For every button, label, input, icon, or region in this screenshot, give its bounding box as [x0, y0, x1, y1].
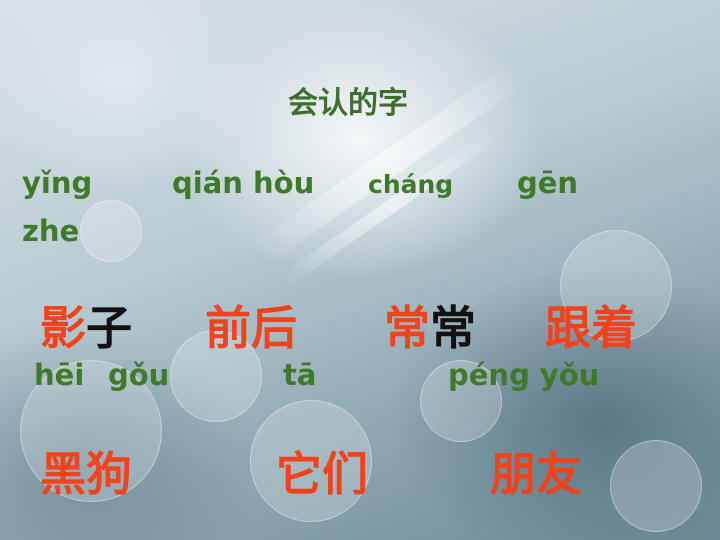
bokeh-circle [560, 230, 672, 342]
bokeh-circle [420, 360, 502, 442]
word-yingzi-black: 子 [86, 301, 132, 355]
word-genzhe: 跟着 [545, 301, 637, 355]
bokeh-circle [80, 200, 142, 262]
pinyin-gen: gēn [517, 166, 579, 200]
page-title: 会认的字 [288, 86, 408, 121]
pinyin-ying: yǐng [22, 166, 93, 200]
pinyin-qian-hou: qián hòu [172, 166, 315, 200]
bokeh-circle [20, 360, 162, 502]
word-changchang-red: 常 [384, 301, 430, 355]
word-heigou: 黑狗 [40, 447, 132, 501]
pinyin-ta: tā [283, 358, 317, 392]
word-changchang-black: 常 [430, 301, 476, 355]
word-tamen: 它们 [276, 447, 368, 501]
bokeh-circle [250, 400, 372, 522]
pinyin-gou: gǒu [108, 358, 170, 392]
pinyin-hei: hēi [34, 358, 85, 392]
word-pengyou: 朋友 [490, 447, 582, 501]
word-yingzi-red: 影 [40, 301, 86, 355]
bokeh-circle [170, 330, 262, 422]
pinyin-chang: cháng [368, 170, 454, 199]
pinyin-peng-you: péng yǒu [448, 358, 600, 392]
word-changchang: 常常 [384, 292, 476, 358]
word-qianhou: 前后 [205, 301, 297, 355]
word-yingzi: 影子 [40, 292, 132, 358]
bokeh-circle [610, 440, 702, 532]
pinyin-zhe: zhe [22, 214, 80, 248]
